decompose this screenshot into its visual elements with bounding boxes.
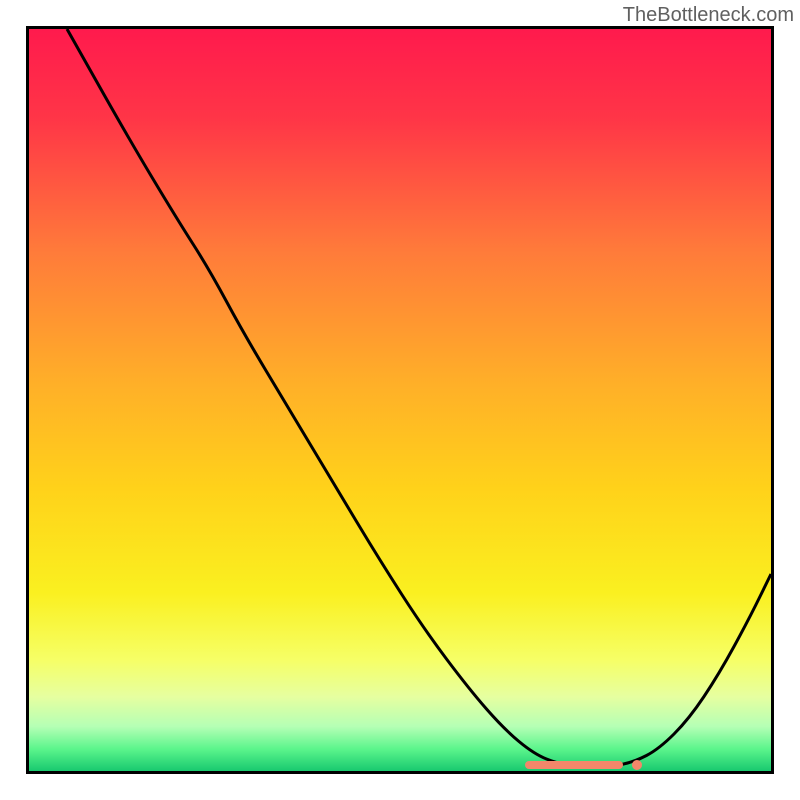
- bottleneck-curve: [67, 29, 771, 767]
- curve-layer: [29, 29, 771, 771]
- optimal-point-dot: [632, 760, 642, 770]
- plot-frame: [26, 26, 774, 774]
- figure-container: TheBottleneck.com: [0, 0, 800, 800]
- watermark-text: TheBottleneck.com: [623, 4, 794, 27]
